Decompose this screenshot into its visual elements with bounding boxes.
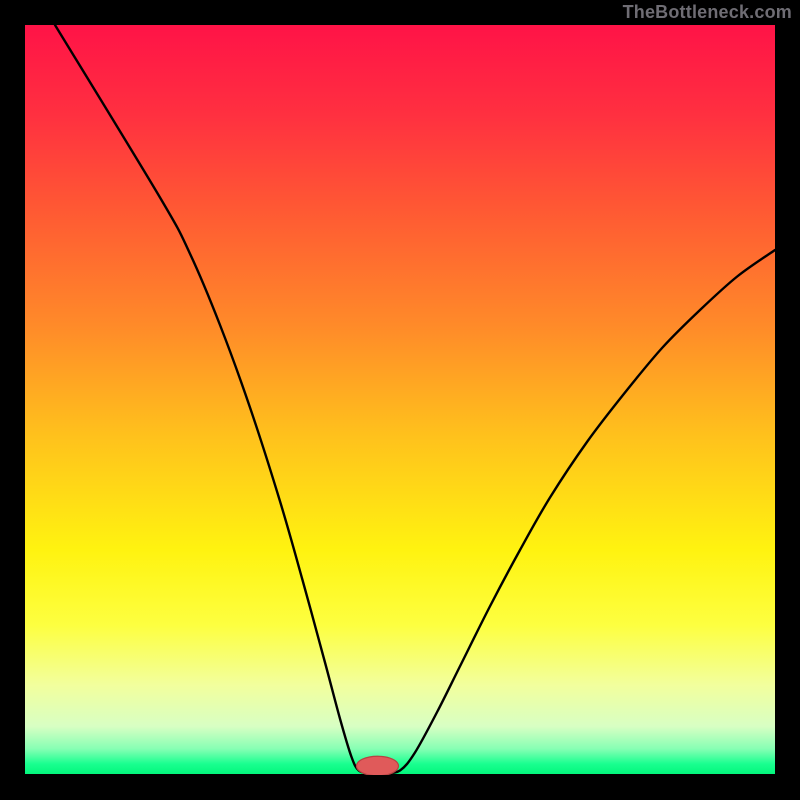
optimal-marker: [357, 756, 399, 775]
watermark-text: TheBottleneck.com: [623, 2, 792, 23]
gradient-background: [25, 25, 775, 775]
plot-area: [25, 25, 775, 775]
chart-frame: TheBottleneck.com: [0, 0, 800, 800]
chart-svg: [25, 25, 775, 775]
